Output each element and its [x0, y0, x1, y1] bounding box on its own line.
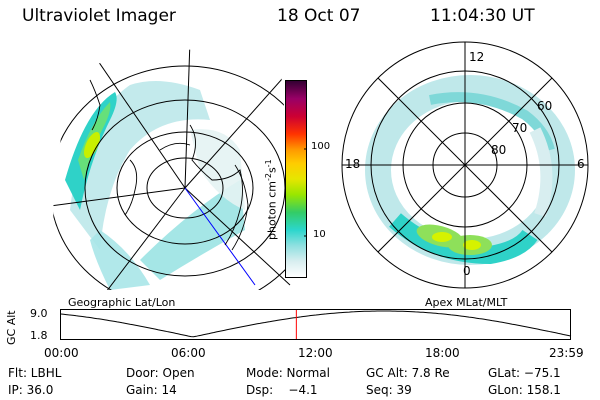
- mlt-label-18: 18: [345, 157, 361, 171]
- altitude-xtick-0600: 06:00: [171, 346, 206, 360]
- altitude-ylabel: GC Alt: [5, 310, 18, 345]
- polar-mlt-map: [341, 41, 589, 289]
- mlat-label-60: 60: [537, 99, 553, 113]
- polar-map-label: Apex MLat/MLT: [425, 296, 508, 309]
- aurora-emission: [65, 81, 245, 290]
- time-label: 11:04:30 UT: [430, 6, 535, 26]
- status-ip: IP: 36.0: [8, 383, 54, 397]
- status-gain: Gain: 14: [126, 383, 177, 397]
- status-seq: Seq: 39: [366, 383, 412, 397]
- altitude-plot: [60, 309, 572, 340]
- unit-mid: s: [265, 167, 279, 174]
- unit-exp1: -2: [264, 173, 273, 182]
- altitude-xtick-2359: 23:59: [549, 346, 584, 360]
- longitude-grid: [53, 49, 291, 291]
- altitude-curve: [60, 310, 572, 338]
- instrument-title: Ultraviolet Imager: [22, 6, 176, 26]
- status-glon: GLon: 158.1: [488, 383, 561, 397]
- altitude-xtick-0000: 00:00: [44, 346, 79, 360]
- status-door: Door: Open: [126, 366, 195, 380]
- mlt-label-12: 12: [469, 50, 485, 64]
- colorbar: [285, 80, 307, 278]
- status-mode: Mode: Normal: [246, 366, 330, 380]
- auroral-oval: [365, 75, 575, 265]
- status-dsp: Dsp: −4.1: [246, 383, 318, 397]
- altitude-xtick-1200: 12:00: [298, 346, 333, 360]
- altitude-ytick-min: 1.8: [30, 329, 48, 342]
- colorbar-gradient: [286, 81, 306, 277]
- colorbar-tick-100: 100: [311, 141, 331, 152]
- geographic-map: [53, 49, 300, 291]
- terminator-line: [184, 187, 256, 286]
- geographic-map-label: Geographic Lat/Lon: [68, 296, 176, 309]
- colorbar-tick-10: 10: [313, 229, 326, 240]
- unit-base: photon cm: [265, 181, 279, 240]
- mlat-label-80: 80: [491, 143, 507, 157]
- status-gc-alt: GC Alt: 7.8 Re: [366, 366, 450, 380]
- colorbar-unit-label: photon cm-2s-1: [264, 159, 279, 240]
- mlat-label-70: 70: [512, 121, 528, 135]
- status-glat: GLat: −75.1: [488, 366, 561, 380]
- unit-exp2: -1: [264, 159, 273, 168]
- date-label: 18 Oct 07: [277, 6, 361, 26]
- status-flt: Flt: LBHL: [8, 366, 62, 380]
- coastlines: [89, 79, 249, 251]
- mlt-label-0: 0: [463, 264, 471, 278]
- altitude-ytick-max: 9.0: [30, 307, 48, 320]
- altitude-xtick-1800: 18:00: [425, 346, 460, 360]
- mlt-label-6: 6: [577, 157, 585, 171]
- polar-grid: [341, 41, 589, 289]
